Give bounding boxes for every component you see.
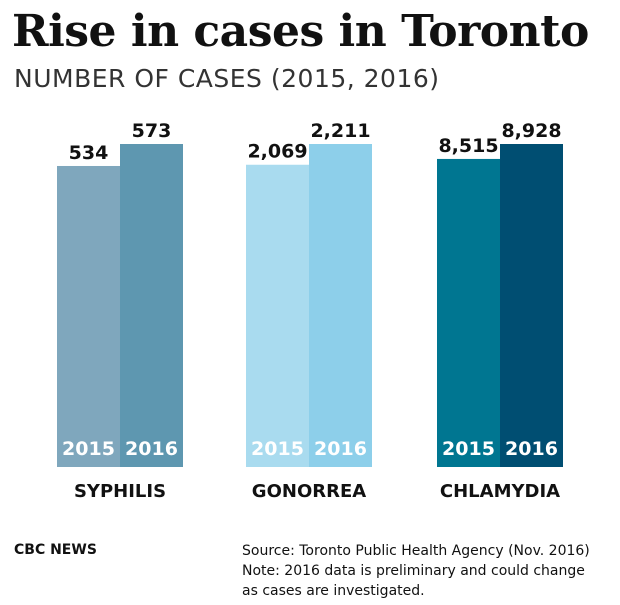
value-label-gonorrea-2016: 2,211 bbox=[310, 120, 370, 142]
value-label-syphilis-2016: 573 bbox=[132, 120, 172, 142]
bar-syphilis-2015 bbox=[57, 165, 120, 467]
bar-gonorrea-2016 bbox=[309, 144, 372, 467]
value-label-chlamydia-2016: 8,928 bbox=[501, 120, 561, 142]
source-notes: Source: Toronto Public Health Agency (No… bbox=[242, 541, 590, 601]
note-line-1: Note: 2016 data is preliminary and could… bbox=[242, 563, 585, 579]
year-label-syphilis-2016: 2016 bbox=[125, 438, 178, 460]
bar-chlamydia-2015 bbox=[437, 158, 500, 467]
bar-gonorrea-2015 bbox=[246, 164, 309, 468]
chart-title: Rise in cases in Toronto bbox=[12, 6, 589, 57]
grouped-bar-chart: 534 2015 573 2016 SYPHILIS 2,069 2015 2,211 2016… bbox=[57, 120, 563, 502]
note-line-2: as cases are investigated. bbox=[242, 583, 425, 599]
value-label-syphilis-2015: 534 bbox=[69, 142, 109, 164]
year-label-syphilis-2015: 2015 bbox=[62, 438, 115, 460]
bar-syphilis-2016 bbox=[120, 144, 183, 467]
year-label-chlamydia-2015: 2015 bbox=[442, 438, 495, 460]
value-label-chlamydia-2015: 8,515 bbox=[438, 135, 498, 157]
source-line: Source: Toronto Public Health Agency (No… bbox=[242, 543, 590, 559]
category-label-gonorrea: GONORREA bbox=[252, 481, 366, 502]
year-label-gonorrea-2016: 2016 bbox=[314, 438, 367, 460]
year-label-gonorrea-2015: 2015 bbox=[251, 438, 304, 460]
category-label-syphilis: SYPHILIS bbox=[74, 481, 166, 502]
category-label-chlamydia: CHLAMYDIA bbox=[440, 481, 560, 502]
chart-subtitle: NUMBER OF CASES (2015, 2016) bbox=[14, 64, 440, 93]
source-brand: CBC NEWS bbox=[14, 542, 97, 558]
bar-chlamydia-2016 bbox=[500, 144, 563, 467]
year-label-chlamydia-2016: 2016 bbox=[505, 438, 558, 460]
value-label-gonorrea-2015: 2,069 bbox=[247, 141, 307, 163]
